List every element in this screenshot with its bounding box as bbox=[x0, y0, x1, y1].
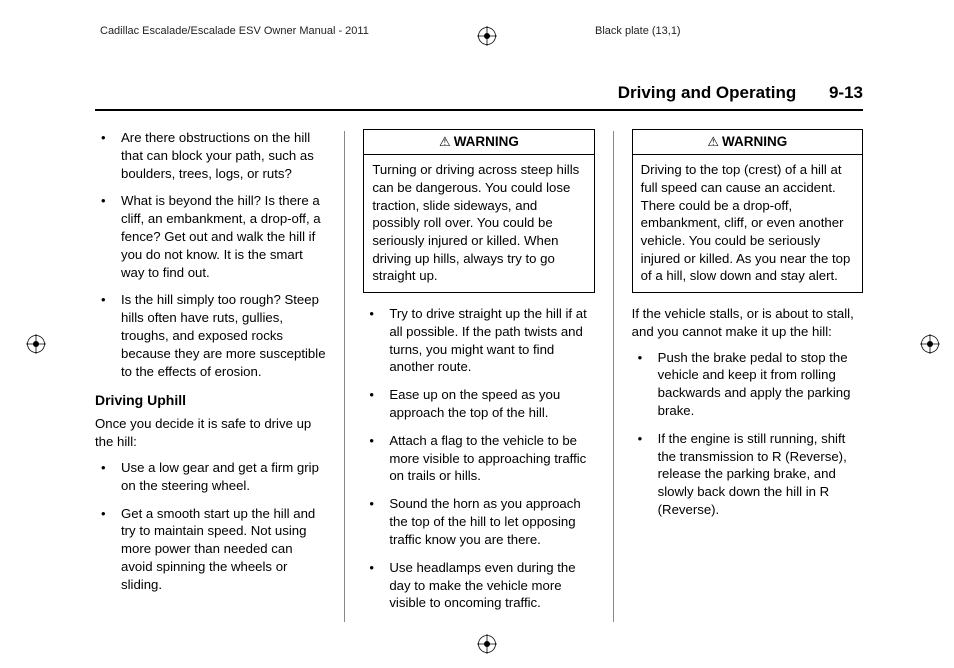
list-item: What is beyond the hill? Is there a clif… bbox=[95, 192, 326, 281]
uphill-list: Use a low gear and get a firm grip on th… bbox=[95, 459, 326, 594]
list-item: Attach a flag to the vehicle to be more … bbox=[363, 432, 594, 485]
registration-mark-left bbox=[26, 334, 46, 354]
registration-mark-right bbox=[920, 334, 940, 354]
list-item: Use headlamps even during the day to mak… bbox=[363, 559, 594, 612]
list-item: Use a low gear and get a firm grip on th… bbox=[95, 459, 326, 495]
intro-text: Once you decide it is safe to drive up t… bbox=[95, 415, 326, 451]
column-divider bbox=[344, 131, 345, 622]
warning-body: Turning or driving across steep hills ca… bbox=[364, 155, 593, 292]
warning-label: WARNING bbox=[454, 134, 519, 149]
page-content: Driving and Operating 9-13 Are there obs… bbox=[95, 82, 863, 622]
tips-list: Try to drive straight up the hill if at … bbox=[363, 305, 594, 612]
column-2: ⚠WARNING Turning or driving across steep… bbox=[363, 129, 594, 622]
list-item: Push the brake pedal to stop the vehicle… bbox=[632, 349, 863, 420]
list-item: Ease up on the speed as you approach the… bbox=[363, 386, 594, 422]
warning-box: ⚠WARNING Turning or driving across steep… bbox=[363, 129, 594, 293]
warning-title: ⚠WARNING bbox=[364, 130, 593, 155]
list-item: Sound the horn as you approach the top o… bbox=[363, 495, 594, 548]
warning-label: WARNING bbox=[722, 134, 787, 149]
warning-icon: ⚠ bbox=[707, 134, 719, 149]
registration-mark-bottom bbox=[477, 634, 497, 654]
warning-title: ⚠WARNING bbox=[633, 130, 862, 155]
column-divider bbox=[613, 131, 614, 622]
list-item: Is the hill simply too rough? Steep hill… bbox=[95, 291, 326, 380]
list-item: If the engine is still running, shift th… bbox=[632, 430, 863, 519]
question-list: Are there obstructions on the hill that … bbox=[95, 129, 326, 381]
registration-mark-top bbox=[477, 26, 497, 46]
column-layout: Are there obstructions on the hill that … bbox=[95, 129, 863, 622]
stall-intro: If the vehicle stalls, or is about to st… bbox=[632, 305, 863, 341]
warning-icon: ⚠ bbox=[439, 134, 451, 149]
list-item: Try to drive straight up the hill if at … bbox=[363, 305, 594, 376]
warning-box: ⚠WARNING Driving to the top (crest) of a… bbox=[632, 129, 863, 293]
manual-title: Cadillac Escalade/Escalade ESV Owner Man… bbox=[100, 24, 369, 39]
subheading: Driving Uphill bbox=[95, 391, 326, 410]
plate-label: Black plate (13,1) bbox=[595, 24, 681, 39]
column-3: ⚠WARNING Driving to the top (crest) of a… bbox=[632, 129, 863, 622]
section-title: Driving and Operating bbox=[618, 83, 797, 102]
page-header: Driving and Operating 9-13 bbox=[95, 82, 863, 111]
list-item: Get a smooth start up the hill and try t… bbox=[95, 505, 326, 594]
column-1: Are there obstructions on the hill that … bbox=[95, 129, 326, 622]
warning-body: Driving to the top (crest) of a hill at … bbox=[633, 155, 862, 292]
stall-list: Push the brake pedal to stop the vehicle… bbox=[632, 349, 863, 519]
list-item: Are there obstructions on the hill that … bbox=[95, 129, 326, 182]
page-number: 9-13 bbox=[829, 83, 863, 102]
